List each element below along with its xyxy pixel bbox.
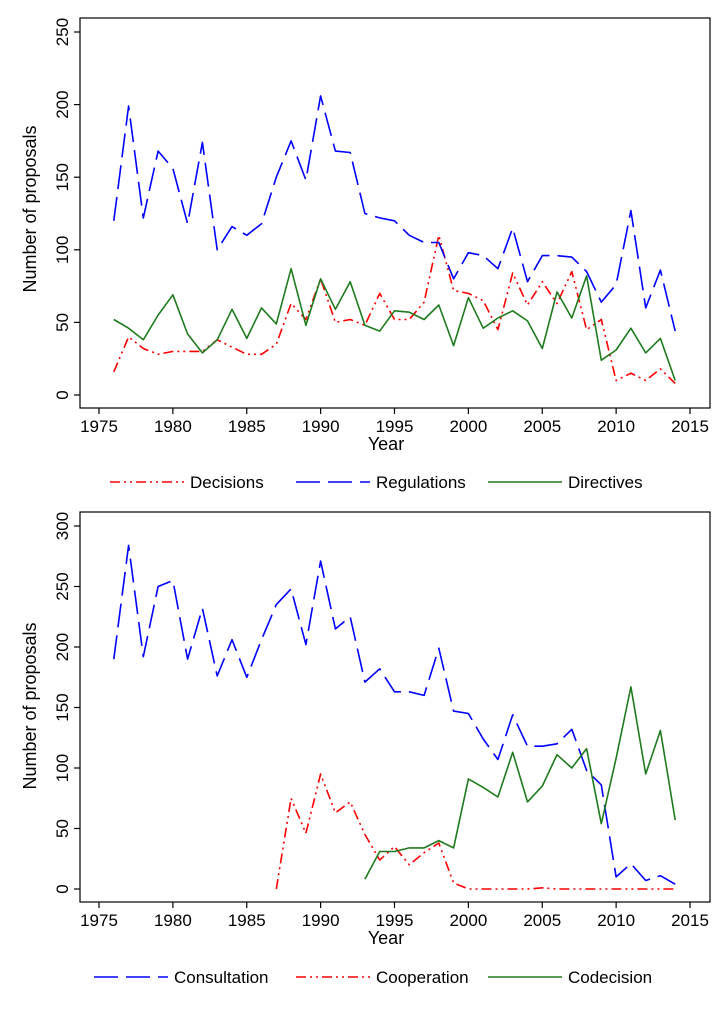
y-tick-label: 250 — [53, 572, 72, 600]
y-tick-label: 250 — [53, 18, 72, 46]
y-tick-label: 50 — [53, 313, 72, 332]
x-tick-label: 1980 — [154, 911, 192, 930]
y-tick-label: 0 — [53, 884, 72, 893]
series-line-decisions — [113, 234, 676, 384]
y-tick-label: 100 — [53, 754, 72, 782]
x-tick-label: 2005 — [523, 417, 561, 436]
series-line-regulations — [113, 95, 676, 332]
series-line-directives — [113, 267, 676, 381]
y-tick-label: 0 — [53, 390, 72, 399]
x-tick-label: 1985 — [228, 911, 266, 930]
legend-label-decisions: Decisions — [190, 473, 264, 492]
y-tick-label: 150 — [53, 163, 72, 191]
series-line-consultation — [113, 544, 676, 885]
plot-frame — [79, 511, 711, 903]
series-line-cooperation — [275, 773, 676, 890]
x-tick-label: 1995 — [376, 417, 414, 436]
legend-label-directives: Directives — [568, 473, 643, 492]
y-axis-title: Number of proposals — [20, 622, 40, 789]
series-line-codecision — [364, 686, 676, 880]
x-tick-label: 1995 — [376, 911, 414, 930]
legend-label-cooperation: Cooperation — [376, 968, 469, 987]
x-tick-label: 1990 — [302, 911, 340, 930]
y-tick-label: 150 — [53, 693, 72, 721]
y-tick-label: 200 — [53, 90, 72, 118]
legend-label-consultation: Consultation — [174, 968, 269, 987]
x-axis-title: Year — [368, 434, 404, 454]
y-tick-label: 200 — [53, 633, 72, 661]
y-tick-label: 300 — [53, 512, 72, 540]
x-tick-label: 2000 — [449, 911, 487, 930]
x-tick-label: 1975 — [80, 911, 118, 930]
x-tick-label: 2015 — [671, 911, 709, 930]
x-tick-label: 1980 — [154, 417, 192, 436]
legend-label-codecision: Codecision — [568, 968, 652, 987]
y-axis-title: Number of proposals — [20, 125, 40, 292]
procedure-type-chart: Year Number of proposals 1975 1980 1985 199… — [20, 511, 711, 987]
y-tick-label: 100 — [53, 236, 72, 264]
regulation-type-chart: Year Number of proposals 1975 1980 1985 199… — [20, 17, 711, 492]
x-tick-label: 2005 — [523, 911, 561, 930]
legend-label-regulations: Regulations — [376, 473, 466, 492]
x-tick-label: 2010 — [597, 417, 635, 436]
x-tick-label: 2010 — [597, 911, 635, 930]
x-tick-label: 1975 — [80, 417, 118, 436]
x-tick-label: 1990 — [302, 417, 340, 436]
x-tick-label: 2015 — [671, 417, 709, 436]
x-axis-title: Year — [368, 928, 404, 948]
x-tick-label: 2000 — [449, 417, 487, 436]
y-tick-label: 50 — [53, 819, 72, 838]
x-tick-label: 1985 — [228, 417, 266, 436]
